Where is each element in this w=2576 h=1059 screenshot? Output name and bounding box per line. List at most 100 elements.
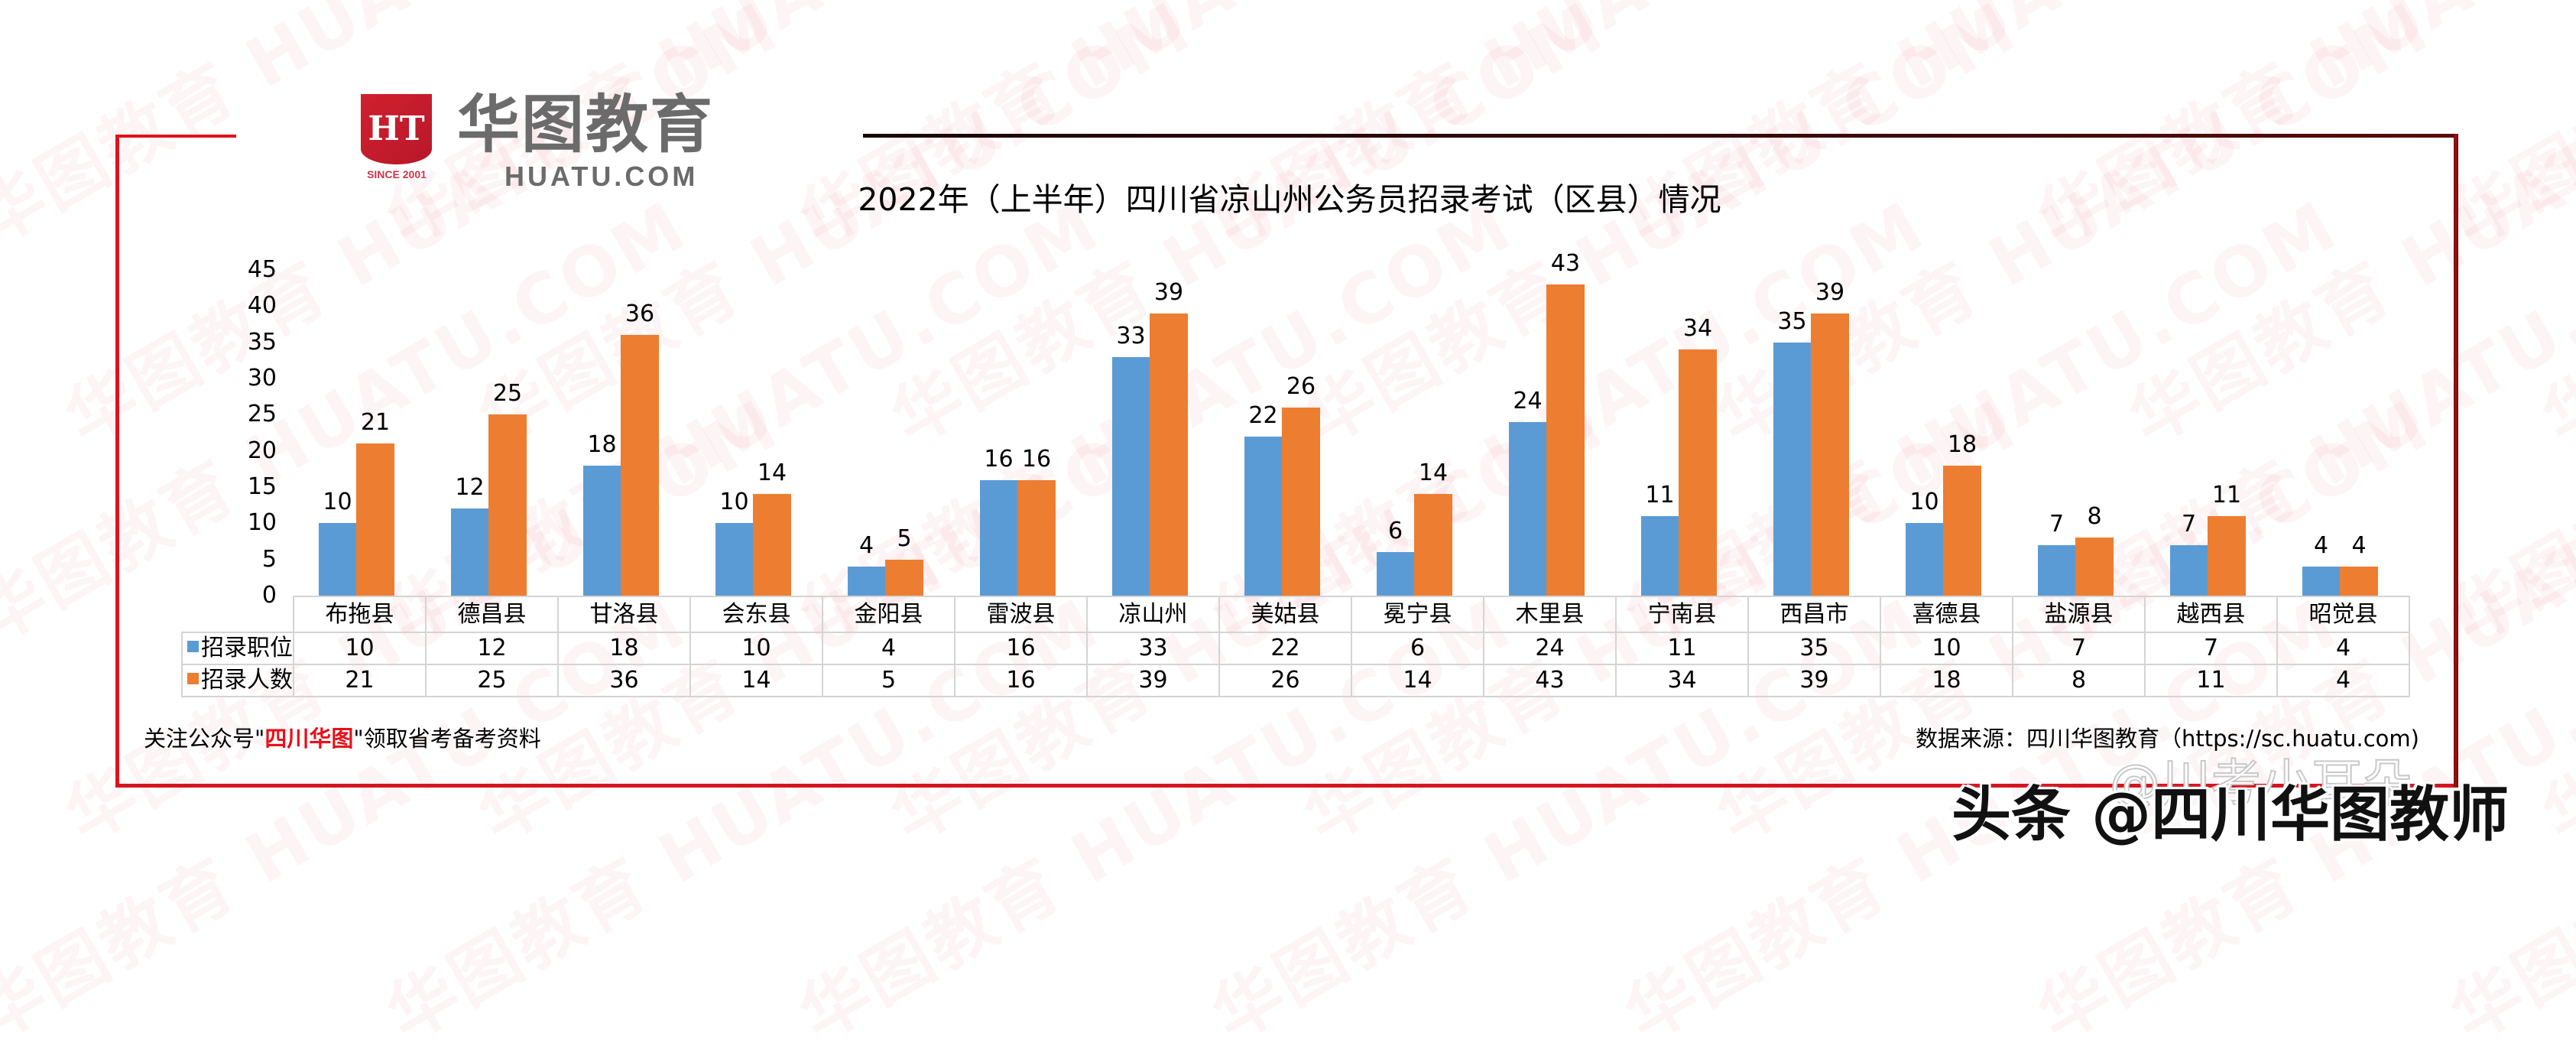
data-label: 33 (1116, 322, 1146, 349)
bar-people (621, 335, 659, 596)
bar-people (2075, 538, 2114, 596)
table-cell-value: 11 (1615, 632, 1749, 665)
plot-area: 10 21 12 25 18 36 10 14 4 5 16 16 33 39 22 26 6 14 24 43 11 3… (290, 250, 2405, 596)
background-watermark-tile: 华图教育 HUATU.COM (786, 0, 1526, 262)
data-label: 10 (1909, 489, 1939, 516)
data-label: 6 (1387, 518, 1403, 545)
category-label: 冕宁县 (1351, 596, 1484, 633)
bar-positions (583, 465, 621, 596)
data-label: 4 (858, 532, 874, 560)
bar-people (2340, 567, 2378, 596)
data-label: 8 (2087, 503, 2102, 531)
data-label: 16 (1021, 445, 1052, 473)
logo-name-cn: 华图教育 (457, 89, 715, 161)
data-label: 39 (1815, 278, 1845, 306)
bar-people (1017, 479, 1056, 596)
logo-since-text: SINCE 2001 (367, 168, 427, 180)
bar-people (1414, 494, 1452, 596)
data-table: 布拖县 德昌县 甘洛县 会东县 金阳县 雷波县 凉山州 美姑县 冕宁县 木里县 宁南县 西昌市 喜德县盐… (181, 596, 2410, 697)
bar-positions (2038, 544, 2075, 596)
category-label: 木里县 (1483, 596, 1617, 633)
footer-left-prefix: 关注公众号" (144, 726, 265, 752)
data-label: 12 (455, 474, 485, 502)
y-tick-label: 45 (247, 256, 277, 283)
series-label-people: 招录人数 (181, 664, 294, 697)
category-label: 越西县 (2144, 596, 2278, 633)
data-label: 4 (2351, 532, 2367, 560)
data-label: 26 (1286, 372, 1316, 400)
bar-positions (1906, 523, 1943, 596)
bar-people (1679, 349, 1717, 596)
table-cell-value: 26 (1218, 664, 1352, 697)
table-cell-value: 35 (1747, 632, 1881, 665)
category-label: 西昌市 (1747, 596, 1881, 633)
table-cell-value: 14 (1351, 664, 1484, 697)
bar-positions (1773, 342, 1811, 596)
data-label: 14 (757, 460, 787, 487)
table-cell-value: 43 (1483, 664, 1617, 697)
bar-positions (980, 479, 1017, 596)
category-label: 昭觉县 (2276, 596, 2410, 633)
huatu-logo-icon: HT (361, 94, 432, 164)
footer-left-suffix: "领取省考备考资料 (353, 726, 541, 752)
footer-highlight-account: 四川华图 (264, 726, 354, 752)
background-watermark-tile: 华图教育 HUATU.COM (2024, 0, 2576, 262)
bar-people (885, 559, 923, 596)
category-label: 德昌县 (425, 596, 559, 633)
y-tick-label: 30 (247, 365, 277, 391)
bar-positions (319, 523, 356, 596)
table-cell-value: 36 (557, 664, 691, 697)
bar-positions (1509, 421, 1546, 596)
data-label: 7 (2049, 510, 2065, 538)
overlay-watermark-faint: @川考小耳朵 (2109, 753, 2413, 814)
bar-positions (451, 508, 488, 596)
table-cell-value: 10 (293, 632, 427, 665)
category-label: 雷波县 (954, 596, 1088, 633)
category-label: 会东县 (689, 596, 823, 633)
bar-positions (1244, 436, 1282, 596)
bar-positions (1641, 515, 1679, 596)
data-label: 34 (1682, 315, 1713, 343)
data-label: 14 (1418, 460, 1449, 487)
bar-people (753, 494, 791, 596)
legend-key-blue-icon (187, 641, 199, 652)
data-label: 10 (719, 489, 749, 516)
background-watermark-tile: 华图教育 HUATU.COM (2437, 186, 2576, 659)
frame-top-dark-segment (863, 134, 2458, 138)
table-cell-value: 10 (1880, 632, 2013, 665)
chart-title: 2022年（上半年）四川省凉山州公务员招录考试（区县）情况 (858, 181, 1721, 218)
category-label: 喜德县 (1880, 596, 2013, 633)
series-row-people: 招录人数 21 25 36 14 5 16 39 26 14 43 34 39 18 8 11 4 (181, 664, 2410, 697)
y-tick-label: 35 (247, 328, 277, 356)
bar-people (1282, 407, 1320, 596)
y-tick-label: 5 (261, 545, 277, 573)
category-label: 宁南县 (1615, 596, 1749, 633)
table-cell-value: 33 (1086, 632, 1220, 665)
table-cell-value: 25 (425, 664, 559, 697)
data-label: 36 (625, 300, 655, 328)
category-label: 甘洛县 (557, 596, 691, 633)
frame-bottom-border (115, 784, 2458, 788)
category-label: 美姑县 (1218, 596, 1352, 633)
table-cell-value: 6 (1351, 632, 1484, 665)
table-cell-value: 10 (689, 632, 823, 665)
table-cell-value: 4 (822, 632, 955, 665)
frame-top-red-segment (115, 135, 236, 138)
table-cell-value: 22 (1218, 632, 1352, 665)
category-label: 金阳县 (822, 596, 955, 633)
table-cell-value: 16 (954, 664, 1088, 697)
table-corner (182, 596, 294, 633)
table-cell-value: 4 (2276, 664, 2410, 697)
table-cell-value: 5 (822, 664, 955, 697)
background-watermark-tile: 华图教育 HUATU.COM (2529, 385, 2576, 858)
table-cell-value: 18 (557, 632, 691, 665)
y-tick-label: 40 (247, 292, 277, 320)
table-cell-value: 7 (2012, 632, 2146, 665)
background-watermark-tile: 华图教育 HUATU.COM (2529, 0, 2576, 460)
footer-follow-note: 关注公众号"四川华图"领取省考备考资料 (144, 723, 541, 754)
bar-positions (2170, 544, 2208, 596)
data-label: 16 (984, 445, 1014, 473)
data-label: 39 (1153, 278, 1184, 306)
data-label: 18 (587, 430, 617, 458)
bar-positions (2302, 567, 2340, 596)
